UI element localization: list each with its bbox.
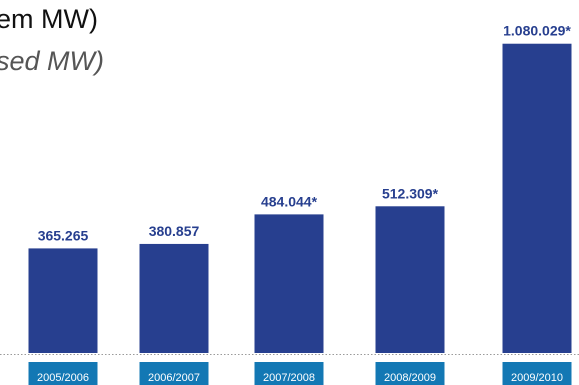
x-tick-label-2006-2007: 2006/2007 [148,372,200,384]
value-label-2008-2009: 512.309* [382,185,439,201]
value-label-2009-2010: 1.080.029* [503,23,571,39]
value-label-2006-2007: 380.857 [149,223,200,239]
bar-2008-2009 [375,206,445,353]
x-tick-tab-2008-2009 [375,362,445,385]
x-tick-tab-2006-2007 [139,362,209,385]
x-tick-tab-2005-2006 [28,362,98,385]
x-tick-label-2009-2010: 2009/2010 [511,372,563,384]
bar-2006-2007 [139,243,209,353]
x-tick-tab-2007-2008 [254,362,324,385]
value-label-2005-2006: 365.265 [38,227,89,243]
x-tick-label-2007-2008: 2007/2008 [263,372,315,384]
chart-subtitle: sed MW) [0,46,104,76]
bar-2007-2008 [254,214,324,353]
chart-title: em MW) [0,4,98,34]
x-tick-label-2005-2006: 2005/2006 [37,372,89,384]
bar-2005-2006 [28,248,98,353]
bar-2009-2010 [502,43,572,354]
x-tick-label-2008-2009: 2008/2009 [384,372,436,384]
x-tick-tab-2009-2010 [502,362,572,385]
value-label-2007-2008: 484.044* [261,193,318,209]
